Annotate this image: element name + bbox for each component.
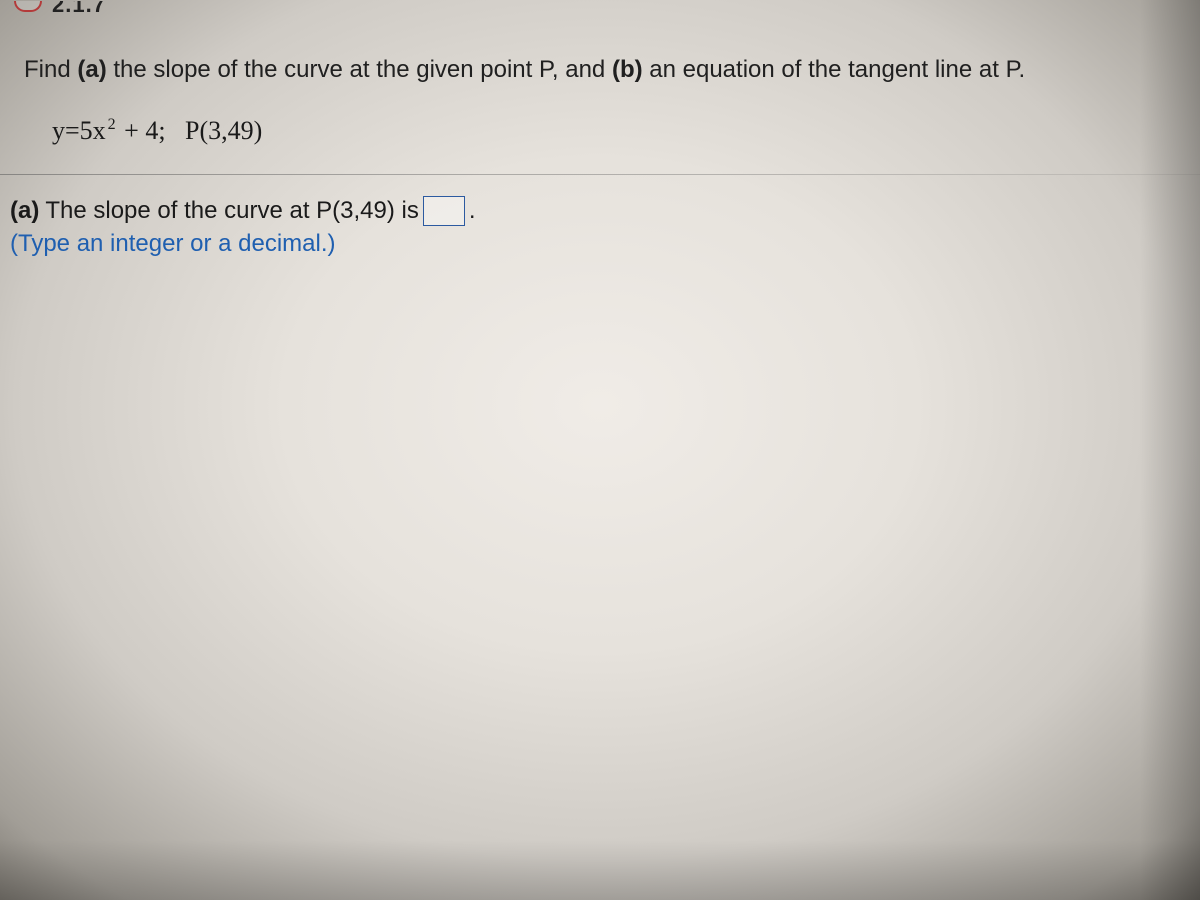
equation-rest: + 4; P(3,49) (118, 116, 263, 146)
prompt-post-b: an equation of the tangent line at P. (643, 56, 1026, 83)
prompt-mid: the slope of the curve at the given poin… (107, 56, 612, 83)
answer-period: . (469, 194, 476, 228)
section-divider (0, 174, 1200, 175)
question-number-fragment: 2.1.7 (52, 1, 106, 12)
slope-input[interactable] (423, 196, 465, 226)
prompt-label-b: (b) (612, 56, 643, 83)
question-block: Find (a) the slope of the curve at the g… (0, 36, 1200, 168)
target-icon-fragment (14, 1, 42, 12)
answer-hint: (Type an integer or a decimal.) (10, 230, 1190, 258)
equation-lhs: y (52, 116, 65, 146)
answer-text-before: The slope of the curve at P(3,49) is (45, 194, 419, 228)
vignette-bottom (0, 840, 1200, 900)
prompt-label-a: (a) (77, 56, 106, 83)
equation-coef: 5x (80, 116, 106, 146)
answer-line: (a) The slope of the curve at P(3,49) is… (10, 194, 1190, 228)
equation-equals: = (65, 116, 80, 146)
equation-power: 2 (108, 116, 116, 134)
equation: y = 5x2 + 4; P(3,49) (24, 116, 1176, 146)
answer-label-a: (a) (10, 194, 39, 228)
clipped-header: 2.1.7 (0, 0, 1200, 12)
answer-area: (a) The slope of the curve at P(3,49) is… (0, 188, 1200, 258)
prompt-text: Find (a) the slope of the curve at the g… (24, 54, 1176, 86)
prompt-pre-a: Find (24, 56, 77, 83)
